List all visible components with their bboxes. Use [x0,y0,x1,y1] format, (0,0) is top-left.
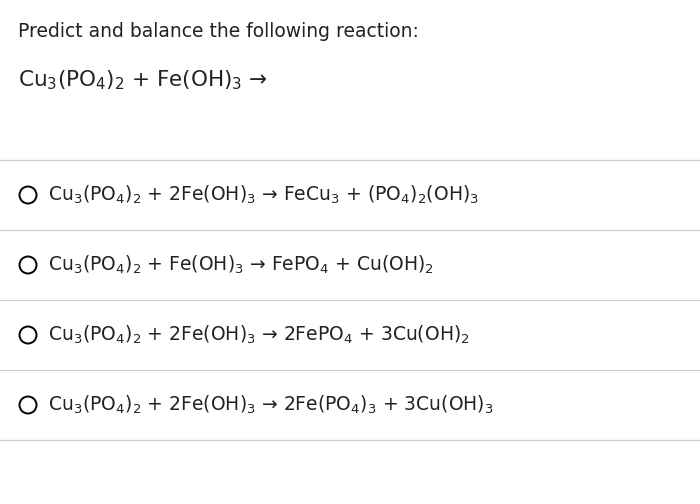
Text: Cu$_3$(PO$_4$)$_2$ + 2Fe(OH)$_3$ → 2FePO$_4$ + 3Cu(OH)$_2$: Cu$_3$(PO$_4$)$_2$ + 2Fe(OH)$_3$ → 2FePO… [48,324,470,346]
Text: Cu$_3$(PO$_4$)$_2$ + Fe(OH)$_3$ →: Cu$_3$(PO$_4$)$_2$ + Fe(OH)$_3$ → [18,68,268,92]
Text: Cu$_3$(PO$_4$)$_2$ + Fe(OH)$_3$ → FePO$_4$ + Cu(OH)$_2$: Cu$_3$(PO$_4$)$_2$ + Fe(OH)$_3$ → FePO$_… [48,254,435,276]
Text: Cu$_3$(PO$_4$)$_2$ + 2Fe(OH)$_3$ → FeCu$_3$ + (PO$_4$)$_2$(OH)$_3$: Cu$_3$(PO$_4$)$_2$ + 2Fe(OH)$_3$ → FeCu$… [48,184,480,206]
Text: Predict and balance the following reaction:: Predict and balance the following reacti… [18,22,419,41]
Text: Cu$_3$(PO$_4$)$_2$ + 2Fe(OH)$_3$ → 2Fe(PO$_4$)$_3$ + 3Cu(OH)$_3$: Cu$_3$(PO$_4$)$_2$ + 2Fe(OH)$_3$ → 2Fe(P… [48,394,494,416]
